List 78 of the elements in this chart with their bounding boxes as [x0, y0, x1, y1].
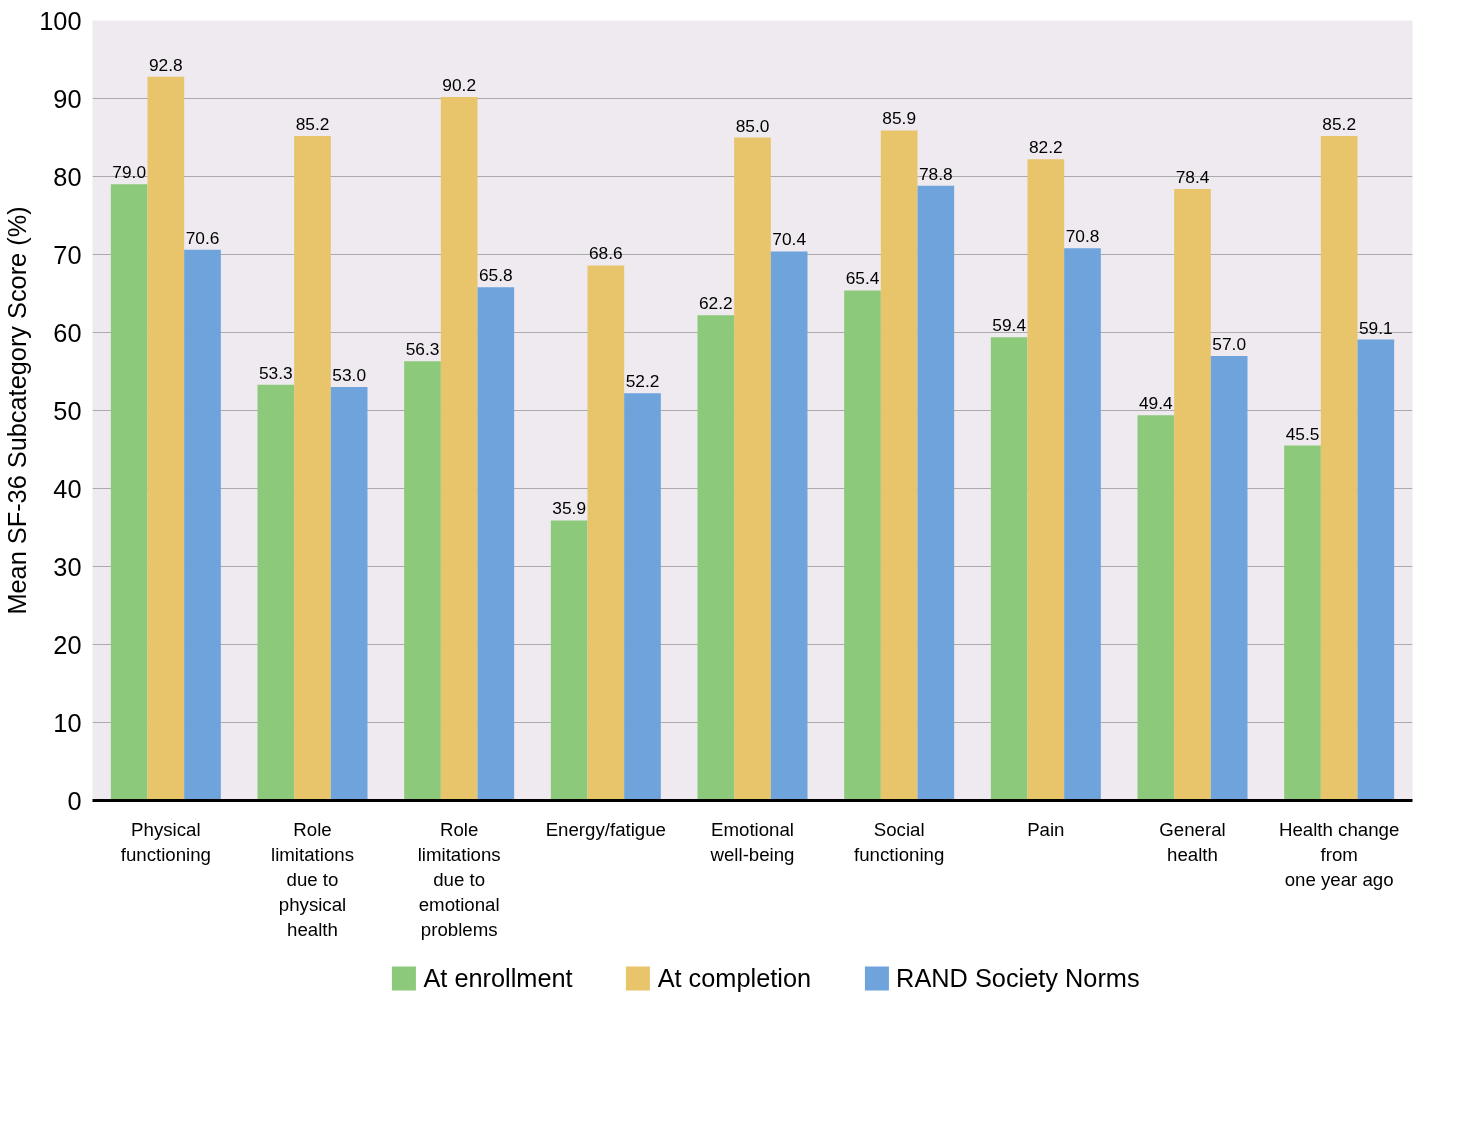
data-label: 68.6: [588, 243, 623, 264]
bar: [697, 315, 735, 801]
data-label: 90.2: [442, 74, 477, 95]
bar: [1357, 339, 1395, 801]
bar: [1064, 248, 1101, 801]
bar: [184, 249, 221, 801]
data-label: 35.9: [552, 498, 587, 519]
bar: [440, 96, 478, 801]
data-label: 92.8: [148, 54, 183, 75]
y-tick-label: 70: [53, 240, 82, 269]
x-tick-label: Energy/fatigue: [545, 818, 666, 840]
data-label: 62.2: [698, 293, 733, 314]
y-tick-label: 10: [53, 708, 82, 737]
bar: [844, 290, 881, 801]
data-label: 53.3: [258, 362, 293, 383]
data-label: 85.9: [882, 108, 917, 129]
bar: [1320, 135, 1358, 801]
bar: [1137, 415, 1175, 801]
data-label: 82.2: [1028, 137, 1063, 158]
bar: [770, 251, 808, 801]
y-tick-label: 30: [53, 552, 82, 581]
data-label: 65.8: [478, 265, 513, 286]
data-label: 53.0: [332, 365, 367, 386]
data-label: 78.8: [918, 163, 953, 184]
data-label: 52.2: [625, 371, 660, 392]
data-label: 56.3: [405, 339, 440, 360]
data-label: 85.2: [1322, 113, 1357, 134]
bar: [110, 184, 148, 801]
bar: [990, 337, 1028, 801]
data-label: 45.5: [1285, 423, 1320, 444]
x-tick-label: Role limitations due to emotional problems: [417, 818, 501, 941]
bar: [550, 520, 588, 801]
bar: [917, 185, 955, 801]
bar: [294, 135, 331, 801]
data-label: 65.4: [845, 268, 880, 289]
data-label: 59.4: [992, 315, 1027, 336]
y-tick-label: 0: [67, 786, 82, 815]
x-tick-label: Emotional well-being: [709, 818, 795, 865]
data-label: 70.4: [772, 229, 807, 250]
bar: [587, 265, 625, 801]
bar: [147, 76, 185, 801]
bar: [404, 361, 441, 801]
bar: [477, 287, 515, 801]
y-tick-label: 40: [53, 474, 82, 503]
bar: [330, 387, 368, 801]
bar: [1174, 188, 1211, 801]
data-label: 85.2: [295, 113, 330, 134]
x-tick-label: Social functioning: [854, 818, 945, 865]
legend-label: At completion: [657, 963, 812, 993]
data-label: 79.0: [112, 162, 147, 183]
x-tick-label: Health change from one year ago: [1279, 818, 1400, 890]
data-label: 57.0: [1212, 333, 1247, 354]
bar: [1027, 159, 1065, 801]
data-label: 59.1: [1358, 317, 1393, 338]
legend-label: RAND Society Norms: [896, 963, 1140, 993]
y-tick-label: 80: [53, 162, 82, 191]
data-label: 78.4: [1175, 166, 1210, 187]
bar: [880, 130, 918, 801]
y-tick-label: 90: [53, 84, 82, 113]
x-tick-label: Pain: [1027, 818, 1065, 840]
x-tick-label: Physical functioning: [120, 818, 211, 865]
bar: [1284, 445, 1321, 801]
y-tick-label: 50: [53, 396, 82, 425]
y-tick-label: 60: [53, 318, 82, 347]
data-label: 85.0: [735, 115, 770, 136]
data-label: 70.8: [1065, 226, 1100, 247]
x-tick-label: General health: [1159, 818, 1226, 865]
bar: [1210, 355, 1248, 801]
bar: [624, 393, 661, 801]
bar: [257, 384, 295, 801]
legend-label: At enrollment: [423, 963, 573, 993]
data-label: 70.6: [185, 227, 220, 248]
y-axis-title: Mean SF-36 Subcategory Score (%): [3, 206, 32, 615]
data-label: 49.4: [1138, 393, 1174, 414]
y-tick-label: 20: [53, 630, 82, 659]
bar: [734, 137, 771, 801]
y-tick-label: 100: [39, 6, 82, 35]
x-tick-label: Role limitations due to physical health: [271, 818, 354, 941]
